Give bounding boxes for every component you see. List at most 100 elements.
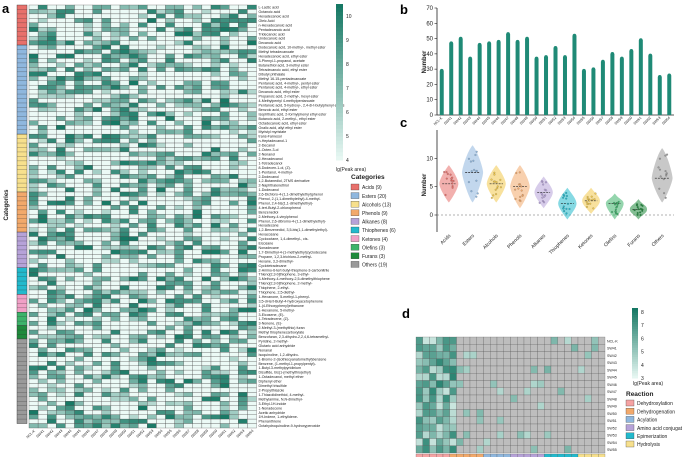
heatmap-cell xyxy=(37,169,48,175)
heatmap-cell xyxy=(192,312,203,317)
sample-label: SW58 xyxy=(190,429,200,439)
heatmap-cell xyxy=(201,378,212,384)
heatmap-cell xyxy=(247,294,257,300)
d-heatmap-cell xyxy=(422,423,430,432)
heatmap-cell xyxy=(119,76,130,81)
d-heatmap-cell xyxy=(463,380,471,388)
heatmap-cell xyxy=(92,218,102,224)
heatmap-cell xyxy=(138,223,148,228)
d-heatmap-cell xyxy=(577,387,585,396)
c-point xyxy=(588,199,591,202)
heatmap-cell xyxy=(92,334,102,340)
d-heatmap-cell xyxy=(449,423,457,432)
d-heatmap-cell xyxy=(483,373,491,381)
d-heatmap-cell xyxy=(436,445,444,454)
heatmap-cell xyxy=(174,392,184,397)
heatmap-cell xyxy=(37,71,48,77)
heatmap-cell xyxy=(174,258,184,264)
heatmap-cell xyxy=(83,405,93,411)
heatmap-cell xyxy=(174,396,184,402)
b-bar xyxy=(506,33,511,115)
sample-label: SW49 xyxy=(108,429,118,439)
heatmap-cell xyxy=(183,329,193,335)
heatmap-cell xyxy=(219,191,230,197)
heatmap-cell xyxy=(101,76,112,81)
d-heatmap-cell xyxy=(415,416,423,425)
d-heatmap-cell xyxy=(517,387,525,396)
heatmap-cell xyxy=(183,347,193,353)
d-heatmap-cell xyxy=(544,402,552,410)
c-y-tick-label: 0 xyxy=(430,213,434,219)
heatmap-cell xyxy=(119,53,130,59)
heatmap-cell xyxy=(83,347,93,353)
heatmap-cell xyxy=(165,249,175,255)
heatmap-cell xyxy=(210,133,221,139)
heatmap-cell xyxy=(138,76,148,81)
heatmap-cell xyxy=(47,356,57,362)
d-heatmap-cell xyxy=(422,438,430,446)
heatmap-cell xyxy=(247,325,257,331)
heatmap-cell xyxy=(101,129,112,135)
heatmap-cell xyxy=(110,280,121,286)
c-point xyxy=(475,170,478,173)
colorbar-segment xyxy=(336,113,343,118)
heatmap-cell xyxy=(210,218,221,224)
heatmap-cell xyxy=(183,303,193,308)
panel-a-colorbar-title: lg(Peak area) xyxy=(336,167,366,173)
b-x-tick-label: SW48 xyxy=(510,116,520,126)
heatmap-cell xyxy=(165,116,175,121)
heatmap-cell xyxy=(83,102,93,108)
b-bar xyxy=(629,50,634,115)
heatmap-cell xyxy=(128,320,139,326)
d-heatmap-cell xyxy=(557,438,565,446)
heatmap-cell xyxy=(165,223,175,228)
heatmap-cell xyxy=(192,129,203,135)
d-heatmap-cell xyxy=(469,351,477,359)
heatmap-cell xyxy=(138,165,148,170)
heatmap-cell xyxy=(147,263,157,268)
heatmap-cell xyxy=(247,80,257,86)
heatmap-cell xyxy=(119,405,130,411)
panel-c-ylabel: Number xyxy=(422,173,428,196)
d-heatmap-cell xyxy=(429,380,437,388)
d-heatmap-cell xyxy=(476,409,484,417)
heatmap-cell xyxy=(247,53,257,59)
heatmap-cell xyxy=(128,214,139,219)
heatmap-cell xyxy=(92,303,102,308)
heatmap-cell xyxy=(147,120,157,126)
d-colorbar-segment xyxy=(632,357,638,360)
heatmap-cell xyxy=(210,93,221,99)
heatmap-cell xyxy=(201,93,212,99)
heatmap-cell xyxy=(110,276,121,282)
heatmap-cell xyxy=(101,214,112,219)
heatmap-cell xyxy=(238,263,248,268)
colorbar-segment xyxy=(336,85,343,91)
category-strip-acids xyxy=(16,4,28,46)
heatmap-cell xyxy=(210,236,221,242)
heatmap-cell xyxy=(92,200,102,206)
heatmap-cell xyxy=(138,347,148,353)
heatmap-cell xyxy=(219,98,230,104)
heatmap-cell xyxy=(147,44,157,50)
heatmap-cell xyxy=(92,84,102,90)
heatmap-cell xyxy=(65,71,75,77)
heatmap-cell xyxy=(210,214,221,219)
heatmap-cell xyxy=(210,263,221,268)
heatmap-cell xyxy=(101,142,112,148)
heatmap-cell xyxy=(65,27,75,32)
heatmap-cell xyxy=(138,240,148,246)
heatmap-cell xyxy=(74,13,84,19)
colorbar-segment xyxy=(336,124,343,130)
d-heatmap-cell xyxy=(550,336,558,345)
heatmap-cell xyxy=(247,31,257,37)
b-x-tick-label: SW43 xyxy=(462,116,472,126)
heatmap-cell xyxy=(92,249,102,255)
heatmap-cell xyxy=(74,352,84,357)
heatmap-cell xyxy=(247,191,257,197)
heatmap-cell xyxy=(65,125,75,130)
heatmap-cell xyxy=(238,98,248,104)
heatmap-cell xyxy=(119,401,130,406)
c-point xyxy=(641,204,644,207)
